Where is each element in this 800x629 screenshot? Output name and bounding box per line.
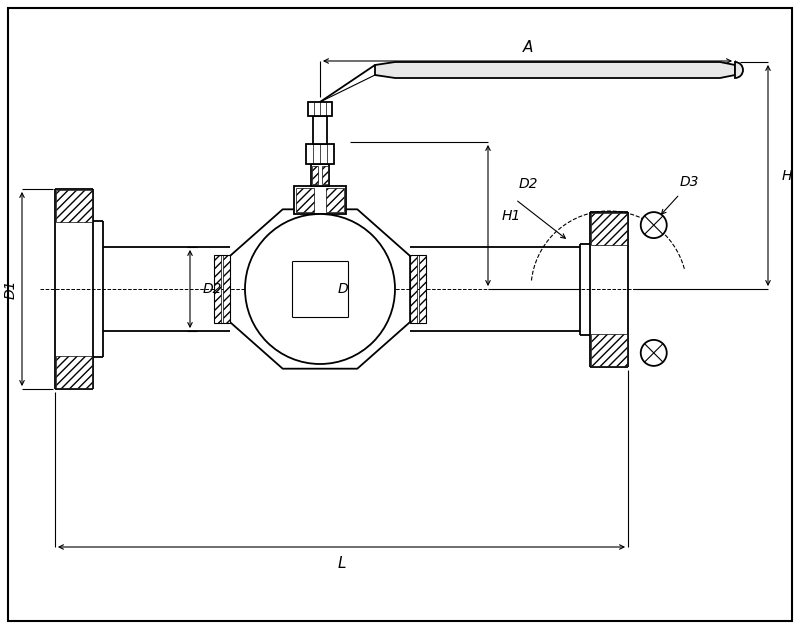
Text: D1: D1 bbox=[4, 279, 18, 299]
Bar bbox=[296, 188, 314, 212]
Text: D2: D2 bbox=[203, 282, 222, 296]
Bar bbox=[326, 188, 344, 212]
Polygon shape bbox=[375, 62, 735, 78]
Bar bbox=[591, 333, 627, 365]
Text: D3: D3 bbox=[680, 175, 699, 189]
Bar bbox=[214, 255, 221, 323]
Bar bbox=[313, 116, 327, 144]
Bar bbox=[306, 144, 334, 164]
Bar bbox=[223, 255, 230, 323]
Bar bbox=[311, 164, 329, 186]
Bar bbox=[294, 186, 346, 214]
Text: D: D bbox=[338, 282, 349, 296]
Circle shape bbox=[641, 340, 666, 366]
Circle shape bbox=[245, 214, 395, 364]
Text: H: H bbox=[782, 169, 792, 182]
Bar bbox=[419, 255, 426, 323]
Text: A: A bbox=[522, 40, 533, 55]
Bar bbox=[308, 102, 332, 116]
Text: H1: H1 bbox=[502, 208, 522, 223]
Bar bbox=[56, 190, 92, 222]
Bar bbox=[322, 166, 328, 184]
Text: D2: D2 bbox=[518, 177, 538, 191]
Bar bbox=[410, 255, 417, 323]
Bar bbox=[56, 356, 92, 388]
Bar bbox=[312, 166, 318, 184]
Circle shape bbox=[641, 212, 666, 238]
Text: L: L bbox=[338, 555, 346, 571]
Bar bbox=[591, 213, 627, 245]
Wedge shape bbox=[735, 62, 743, 78]
